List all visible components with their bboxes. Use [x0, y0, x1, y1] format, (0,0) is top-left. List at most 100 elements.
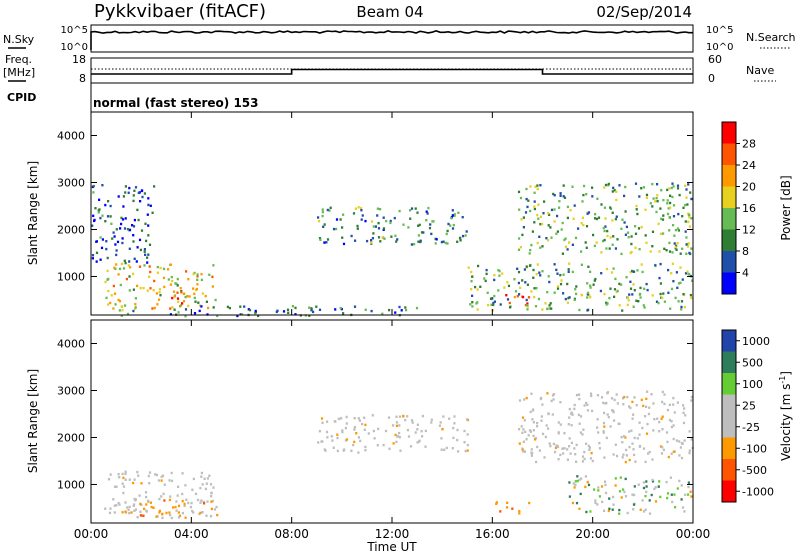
velocity-echo-cell	[162, 492, 165, 496]
velocity-echo-cell	[495, 501, 498, 504]
power-colorbar-label: Power [dB]	[779, 175, 793, 240]
velocity-echo-cell	[130, 511, 133, 514]
power-echo-cell	[120, 314, 123, 317]
power-echo-cell	[525, 187, 528, 191]
velocity-echo-cell	[522, 440, 525, 443]
velocity-echo-cell	[683, 407, 686, 410]
power-echo-cell	[485, 268, 488, 272]
power-echo-cell	[680, 308, 683, 311]
power-echo-cell	[589, 270, 592, 273]
power-echo-cell	[243, 305, 246, 308]
power-echo-cell	[400, 309, 403, 312]
velocity-echo-cell	[202, 500, 205, 504]
power-echo-cell	[667, 207, 670, 210]
power-echo-cell	[604, 183, 608, 187]
velocity-echo-cell	[624, 460, 627, 464]
power-echo-cell	[125, 277, 128, 281]
velocity-echo-cell	[518, 428, 521, 431]
power-echo-cell	[153, 185, 156, 188]
power-echo-cell	[364, 308, 367, 311]
velocity-echo-cell	[626, 395, 629, 399]
velocity-echo-cell	[406, 415, 409, 418]
power-echo-cell	[645, 196, 648, 199]
power-echo-cell	[525, 197, 528, 201]
velocity-echo-cell	[376, 444, 379, 447]
velocity-echo-cell	[211, 499, 214, 503]
power-echo-cell	[169, 313, 172, 316]
power-echo-cell	[629, 251, 632, 255]
velocity-echo-cell	[399, 449, 402, 452]
velocity-echo-cell	[177, 516, 181, 519]
power-echo-cell	[442, 240, 445, 243]
power-echo-cell	[613, 189, 616, 192]
velocity-echo-cell	[670, 452, 673, 455]
velocity-echo-cell	[651, 458, 654, 461]
power-echo-cell	[128, 247, 131, 250]
power-echo-cell	[657, 301, 660, 305]
velocity-echo-cell	[631, 400, 634, 404]
power-echo-cell	[566, 216, 569, 220]
velocity-echo-cell	[398, 431, 401, 435]
velocity-echo-cell	[578, 393, 581, 396]
power-echo-cell	[631, 269, 634, 273]
power-echo-cell	[216, 314, 219, 318]
power-echo-cell	[143, 264, 146, 267]
power-echo-cell	[104, 220, 107, 223]
power-echo-cell	[663, 247, 666, 250]
power-echo-cell	[370, 220, 374, 223]
power-echo-cell	[419, 239, 422, 242]
velocity-echo-cell	[185, 498, 188, 501]
velocity-echo-cell	[398, 415, 402, 418]
power-echo-cell	[149, 270, 152, 274]
power-echo-cell	[402, 223, 405, 226]
power-echo-cell	[453, 213, 456, 216]
velocity-echo-cell	[690, 399, 693, 402]
power-echo-cell	[676, 242, 679, 245]
velocity-echo-cell	[506, 501, 509, 504]
velocity-echo-cell	[576, 479, 579, 483]
power-echo-cell	[170, 275, 173, 279]
velocity-echo-cell	[424, 445, 427, 448]
power-echo-cell	[687, 245, 690, 248]
power-echo-cell	[562, 184, 565, 187]
velocity-echo-cell	[688, 449, 691, 452]
velocity-echo-cell	[645, 405, 648, 408]
power-echo-cell	[214, 298, 217, 302]
velocity-echo-cell	[382, 443, 385, 447]
velocity-echo-cell	[588, 446, 591, 449]
power-echo-cell	[609, 236, 612, 239]
velocity-echo-cell	[603, 456, 606, 459]
velocity-echo-cell	[596, 418, 599, 421]
velocity-echo-cell	[690, 495, 693, 498]
power-echo-cell	[157, 298, 161, 301]
power-echo-cell	[682, 293, 685, 296]
power-echo-cell	[483, 277, 486, 280]
power-echo-cell	[107, 277, 110, 281]
power-echo-cell	[603, 206, 606, 209]
power-echo-cell	[521, 279, 524, 282]
velocity-echo-cell	[187, 501, 190, 505]
power-echo-cell	[564, 245, 568, 249]
power-echo-cell	[158, 288, 161, 291]
velocity-echo-cell	[170, 471, 173, 475]
power-echo-cell	[508, 306, 512, 309]
power-echo-cell	[444, 241, 447, 245]
power-echo-cell	[684, 203, 687, 207]
velocity-echo-cell	[673, 493, 676, 496]
power-echo-cell	[117, 273, 120, 276]
velocity-echo-cell	[532, 429, 535, 432]
power-echo-cell	[672, 215, 676, 218]
velocity-echo-cell	[523, 398, 526, 401]
velocity-echo-cell	[201, 483, 204, 486]
power-echo-cell	[123, 259, 126, 262]
velocity-echo-cell	[574, 453, 577, 456]
power-echo-cell	[553, 291, 556, 294]
power-echo-cell	[634, 182, 638, 185]
power-echo-cell	[146, 256, 149, 259]
velocity-echo-cell	[676, 401, 679, 404]
power-echo-cell	[122, 195, 125, 198]
power-echo-cell	[668, 250, 672, 253]
velocity-echo-cell	[580, 477, 583, 480]
power-x-ticks	[90, 112, 694, 315]
